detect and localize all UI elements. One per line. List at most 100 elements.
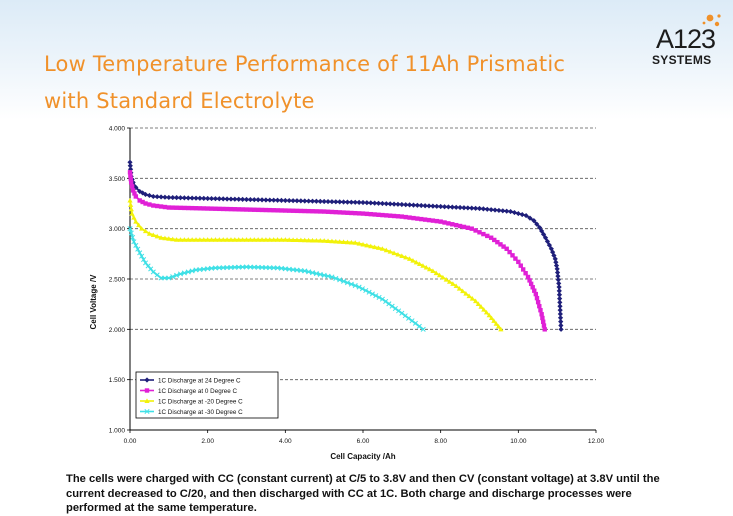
data-point	[263, 207, 269, 213]
data-point	[372, 212, 377, 217]
data-point	[333, 199, 339, 205]
data-point	[541, 323, 547, 328]
data-point	[457, 204, 463, 211]
logo-dots-icon	[702, 14, 721, 27]
data-point	[177, 195, 184, 201]
data-point	[259, 264, 265, 270]
chart-legend: 1C Discharge at 24 Degree C 1C Discharge …	[135, 371, 279, 419]
data-point	[329, 238, 335, 244]
data-point	[379, 246, 386, 251]
data-point	[537, 225, 543, 231]
data-point	[383, 298, 389, 305]
data-point	[197, 237, 203, 242]
data-point	[520, 267, 526, 272]
data-point	[557, 303, 563, 309]
data-point	[553, 262, 560, 269]
data-point	[290, 237, 296, 242]
data-point	[360, 241, 366, 247]
data-point	[129, 184, 135, 189]
data-point	[352, 240, 358, 245]
data-point	[189, 195, 195, 201]
data-point	[309, 270, 316, 276]
title-line-1: Low Temperature Performance of 11Ah Pris…	[44, 52, 566, 76]
data-point	[139, 226, 145, 231]
data-point	[279, 208, 284, 213]
data-point	[442, 220, 447, 225]
data-point	[271, 208, 276, 213]
data-point	[255, 264, 261, 270]
data-point	[510, 253, 515, 258]
data-point	[456, 285, 463, 291]
data-point	[483, 309, 490, 315]
data-point	[271, 197, 277, 203]
data-point	[252, 207, 257, 212]
data-point	[446, 221, 451, 226]
data-point	[306, 237, 312, 243]
data-point	[535, 299, 541, 305]
data-point	[271, 265, 277, 271]
data-point	[539, 312, 544, 317]
data-point	[313, 237, 319, 243]
data-point	[411, 215, 416, 221]
data-point	[387, 213, 393, 218]
data-point	[247, 264, 253, 270]
y-tick-label: 2.000	[109, 327, 126, 334]
data-point	[271, 237, 277, 242]
data-point	[395, 201, 401, 207]
data-point	[557, 311, 563, 317]
data-point	[193, 206, 199, 211]
data-point	[162, 194, 168, 200]
data-point	[379, 296, 385, 302]
data-point	[302, 198, 308, 204]
data-point	[133, 194, 139, 199]
data-point	[166, 205, 172, 210]
data-point	[236, 207, 241, 212]
data-point	[403, 202, 409, 208]
data-point	[178, 205, 183, 211]
data-point	[310, 209, 315, 214]
data-point	[325, 273, 331, 279]
data-point	[436, 272, 443, 278]
data-point	[504, 246, 509, 251]
data-point	[500, 208, 506, 214]
data-point	[348, 199, 354, 205]
data-point	[449, 204, 455, 210]
data-point	[375, 200, 382, 206]
data-point	[212, 237, 219, 242]
data-point	[247, 196, 253, 203]
data-point	[224, 237, 230, 242]
data-point	[318, 209, 323, 214]
data-point	[375, 245, 382, 250]
data-point	[558, 326, 564, 332]
data-point	[150, 232, 156, 238]
y-axis-label: Cell Voltage /V	[89, 274, 98, 330]
data-point	[410, 202, 417, 208]
data-point	[144, 388, 150, 393]
data-point	[523, 271, 528, 276]
data-point	[201, 195, 207, 201]
data-point	[465, 225, 471, 230]
data-point	[255, 237, 261, 242]
data-point	[329, 274, 335, 280]
data-point	[416, 323, 422, 329]
data-point	[189, 205, 195, 211]
data-point	[554, 269, 561, 276]
data-point	[460, 288, 466, 294]
y-axis-ticks: 1.000 1.500 2.000 2.500 3.000 3.500 4.000	[109, 126, 130, 435]
data-point	[360, 199, 366, 206]
data-point	[558, 319, 564, 325]
data-point	[501, 244, 506, 249]
data-point	[189, 237, 195, 242]
data-point	[481, 307, 487, 312]
data-point	[475, 301, 481, 306]
slide-title: Low Temperature Performance of 11Ah Pris…	[44, 46, 604, 120]
data-point	[356, 284, 362, 290]
data-point	[557, 295, 563, 302]
data-point	[158, 204, 164, 209]
data-point	[450, 222, 455, 227]
data-point	[407, 215, 412, 220]
data-point	[352, 199, 358, 205]
data-point	[186, 205, 191, 211]
y-tick-label: 1.000	[109, 428, 126, 435]
data-point	[193, 237, 199, 242]
